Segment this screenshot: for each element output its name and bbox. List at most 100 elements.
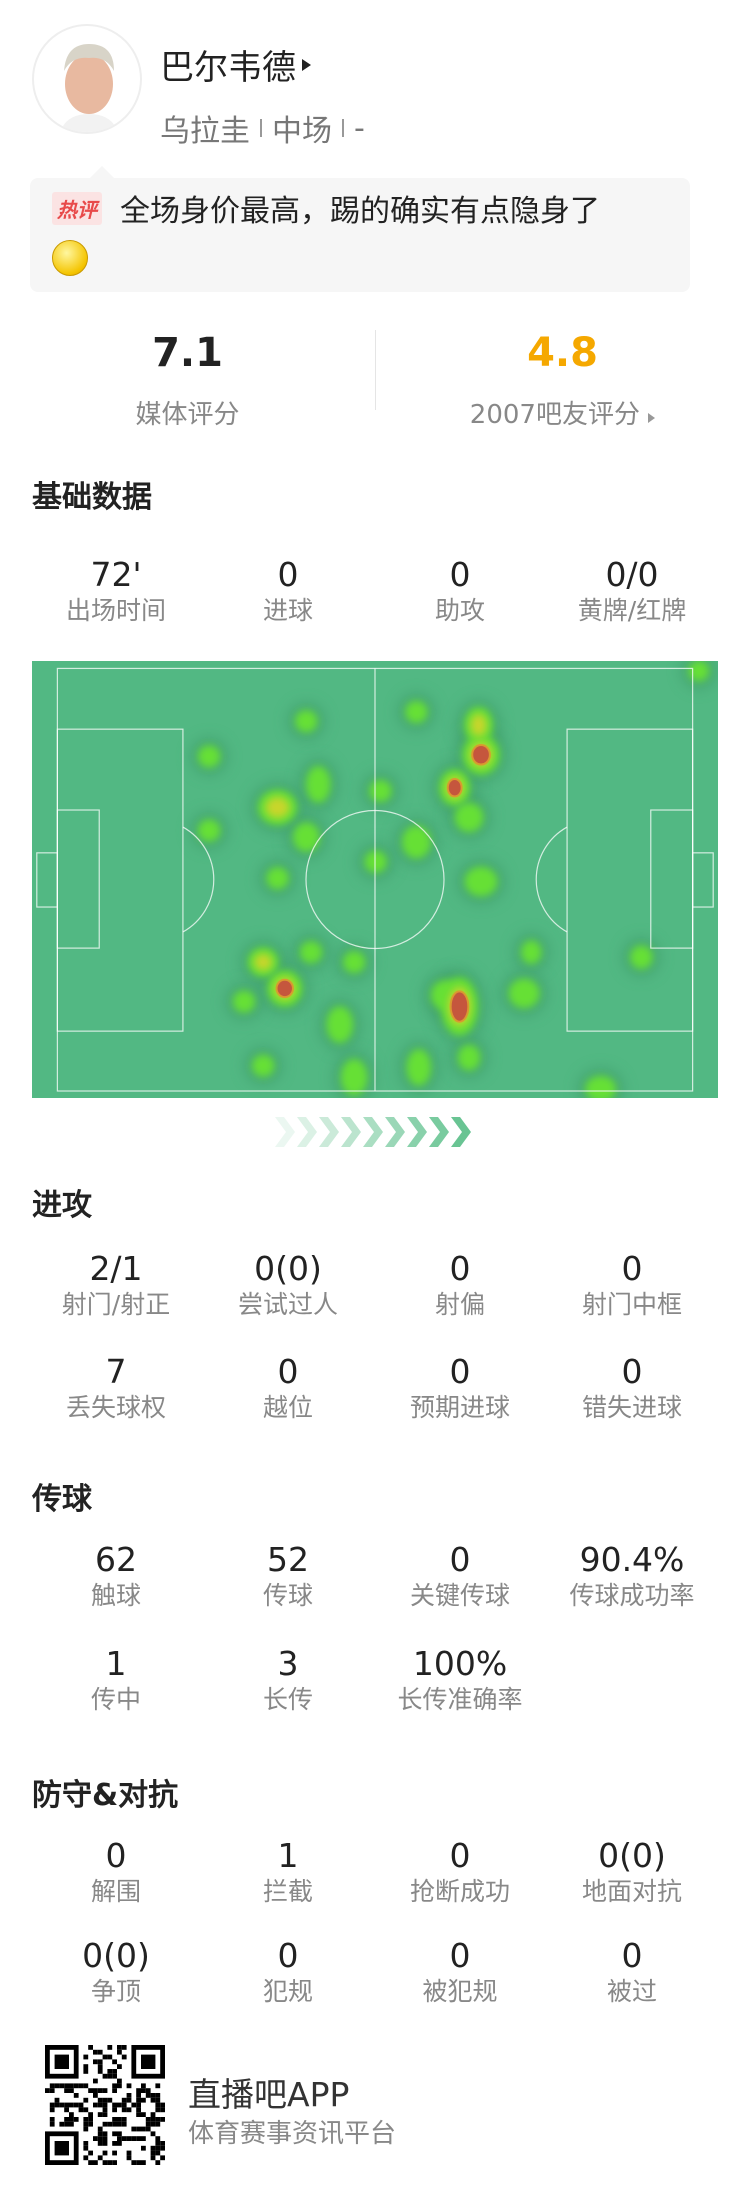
hot-comment-badge: 热评 [52,192,102,225]
stat-item: 2/1 射门/射正 [30,1249,202,1321]
stat-label: 长传准确率 [397,1685,523,1714]
stat-label: 丢失球权 [65,1393,166,1422]
stat-item: 0 关键传球 [374,1540,546,1612]
stat-item: 0 被过 [546,1936,718,2008]
stat-label: 射门/射正 [61,1290,171,1319]
stat-item: 0(0) 争顶 [30,1936,202,2008]
stat-label: 错失进球 [581,1393,682,1422]
stat-item: 0 射偏 [374,1249,546,1321]
section-title: 进攻 [32,1188,92,1223]
heat-spot [401,825,431,859]
chevron-right-icon [319,1117,339,1147]
fan-rating[interactable]: 4.8 2007吧友评分 [375,330,750,431]
stat-item: 0 抢断成功 [374,1836,546,1908]
stat-value: 0 [277,555,299,594]
hot-comment[interactable]: 热评 全场身价最高，踢的确实有点隐身了 [30,166,690,292]
heat-spot [405,700,428,724]
heat-spot [520,940,542,965]
heat-spot [326,1006,354,1044]
pitch-lines [36,667,714,1092]
stat-value: 7 [105,1352,127,1391]
caret-right-icon [648,413,656,423]
heat-spot [508,978,540,1009]
stat-value: 72' [90,555,142,594]
stat-item: 0(0) 尝试过人 [202,1249,374,1321]
stat-label: 射门中框 [581,1290,682,1319]
stat-row: 2/1 射门/射正 0(0) 尝试过人 0 射偏 0 射门中框 [30,1249,718,1321]
stat-value: 1 [277,1836,299,1875]
stat-row: 0(0) 争顶 0 犯规 0 被犯规 0 被过 [30,1936,718,2008]
stat-label: 尝试过人 [237,1290,338,1319]
stat-item: 0 射门中框 [546,1249,718,1321]
fan-rating-value: 4.8 [527,330,598,376]
qr-code [45,2045,165,2165]
heat-spot [630,945,653,970]
heat-spot [585,1075,617,1098]
stat-label: 地面对抗 [581,1877,682,1906]
section-title: 传球 [32,1482,92,1517]
heat-spot [292,822,320,852]
stat-value: 0(0) [82,1936,150,1975]
heat-spot [688,661,710,682]
stat-value: 0 [621,1352,643,1391]
player-number: - [354,110,365,146]
heatmap-layer [189,661,718,1098]
heat-spot [299,940,323,964]
stat-label: 助攻 [434,596,485,625]
media-rating: 7.1 媒体评分 [0,330,375,431]
stat-item: 0 错失进球 [546,1352,718,1424]
stat-label: 犯规 [262,1977,313,2006]
stat-value: 0 [449,555,471,594]
stat-item: 1 传中 [30,1644,202,1716]
stat-row: 0 解围 1 拦截 0 抢断成功 0(0) 地面对抗 [30,1836,718,1908]
player-name-link[interactable]: 巴尔韦德 [160,40,311,89]
heat-spot [464,866,498,897]
stat-label: 射偏 [434,1290,485,1319]
stat-value: 52 [267,1540,309,1579]
heat-spot [369,779,392,803]
stat-item: 0/0 黄牌/红牌 [546,555,718,627]
divider [375,330,376,410]
heat-spot [197,819,221,842]
stat-label: 越位 [262,1393,313,1422]
media-rating-value: 7.1 [152,330,223,376]
stat-label: 关键传球 [409,1581,510,1610]
stat-item: 100% 长传准确率 [374,1644,546,1716]
heat-spot [342,950,366,974]
stat-value: 0(0) [598,1836,666,1875]
chevron-right-icon [429,1117,449,1147]
stat-value: 3 [277,1644,299,1683]
stat-item: 62 触球 [30,1540,202,1612]
attack-direction-arrows [275,1117,473,1147]
stat-label: 被过 [606,1977,657,2006]
heat-spot [197,745,221,768]
stat-item: 0 解围 [30,1836,202,1908]
caret-right-icon [302,58,311,71]
heat-spot [232,990,256,1013]
stat-label: 黄牌/红牌 [577,596,687,625]
stat-item: 0(0) 地面对抗 [546,1836,718,1908]
app-tagline: 体育赛事资讯平台 [188,2119,397,2149]
heat-spot [305,765,331,803]
stat-label: 抢断成功 [409,1877,510,1906]
heat-spot [457,1044,481,1071]
stat-label: 出场时间 [65,596,166,625]
stat-row: 7 丢失球权 0 越位 0 预期进球 0 错失进球 [30,1352,718,1424]
heatmap-pitch [32,661,718,1098]
player-avatar[interactable] [32,24,142,134]
smile-emoji-icon [52,240,88,276]
divider [260,119,262,137]
chevron-right-icon [451,1117,471,1147]
stat-item: 0 被犯规 [374,1936,546,2008]
chevron-right-icon [363,1117,383,1147]
stat-label: 预期进球 [409,1393,510,1422]
section-title: 防守&对抗 [32,1778,179,1813]
chevron-right-icon [297,1117,317,1147]
player-name: 巴尔韦德 [160,48,296,88]
stat-item: 3 长传 [202,1644,374,1716]
stat-row: 1 传中 3 长传 100% 长传准确率 [30,1644,718,1716]
stat-value: 0 [449,1836,471,1875]
stat-value: 0 [449,1249,471,1288]
stat-value: 90.4% [579,1540,685,1579]
heat-spot [294,709,318,733]
